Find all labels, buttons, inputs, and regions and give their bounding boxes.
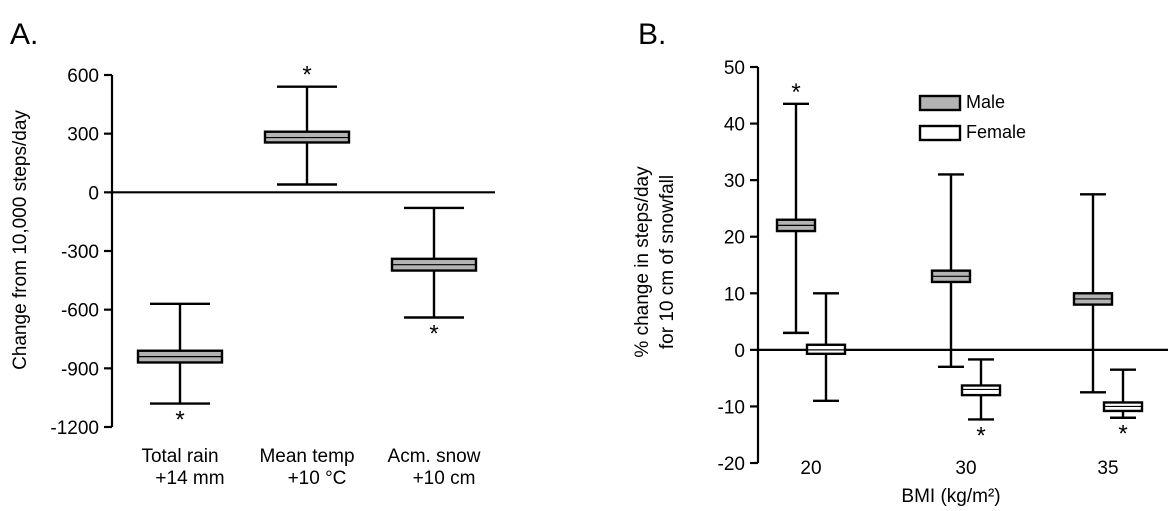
panel-a-category-label: Acm. snow [388, 446, 481, 467]
panel-b-significance-marker: * [976, 422, 985, 449]
panel-b-legend-label: Male [966, 92, 1005, 112]
panel-a-label: A. [10, 18, 38, 51]
panel-b-ylabel-line2: for 10 cm of snowfall [657, 175, 678, 349]
panel-b-legend-label: Female [966, 122, 1026, 142]
panel-b-xlabel: BMI (kg/m²) [901, 486, 1000, 507]
panel-b-category-label: 30 [955, 458, 976, 479]
panel-a-category-sublabel: +14 mm [155, 468, 224, 489]
panel-b-y-tick-label: -10 [718, 397, 745, 418]
panel-b-legend-swatch [918, 124, 962, 142]
panel-a: A. Change from 10,000 steps/day 600 300 0 -… [10, 18, 495, 489]
panel-b-y-tick-label: 20 [724, 228, 745, 249]
panel-a-significance-marker: * [302, 62, 311, 89]
panel-a-y-tick-label: -600 [61, 301, 99, 322]
panel-b-y-tick-label: 0 [734, 341, 745, 362]
panel-a-significance-marker: * [175, 407, 184, 434]
panel-a-y-tick-label: 600 [67, 66, 99, 87]
panel-b-legend-swatch [918, 94, 962, 112]
panel-a-category-label: Mean temp [259, 446, 354, 467]
panel-b-y-tick-label: 30 [724, 171, 745, 192]
panel-a-y-tick-label: -1200 [50, 418, 99, 439]
panel-b-y-tick-label: 10 [724, 284, 745, 305]
panel-a-category-label: Total rain [141, 446, 218, 467]
panel-a-y-tick-label: -900 [61, 359, 99, 380]
panel-a-category-sublabel: +10 °C [288, 468, 347, 489]
panel-b-significance-marker: * [1118, 421, 1127, 448]
panel-a-y-tick-label: -300 [61, 242, 99, 263]
panel-a-y-tick-label: 0 [88, 183, 99, 204]
panel-b: B. % change in steps/day for 10 cm of sn… [632, 18, 1168, 507]
panel-a-category-sublabel: +10 cm [413, 468, 476, 489]
panel-b-box [960, 384, 1002, 397]
panel-a-y-tick-label: 300 [67, 125, 99, 146]
panel-b-y-tick-label: 40 [724, 115, 745, 136]
panel-b-ylabel-line1: % change in steps/day [632, 166, 653, 358]
panel-b-significance-marker: * [791, 79, 800, 106]
panel-a-significance-marker: * [429, 320, 438, 347]
panel-b-y-tick-label: 50 [724, 58, 745, 79]
panel-b-y-tick-label: -20 [718, 454, 745, 475]
panel-b-label: B. [638, 18, 666, 51]
panel-b-category-label: 20 [800, 458, 821, 479]
panel-b-category-label: 35 [1097, 458, 1118, 479]
panel-a-ylabel: Change from 10,000 steps/day [10, 110, 31, 370]
